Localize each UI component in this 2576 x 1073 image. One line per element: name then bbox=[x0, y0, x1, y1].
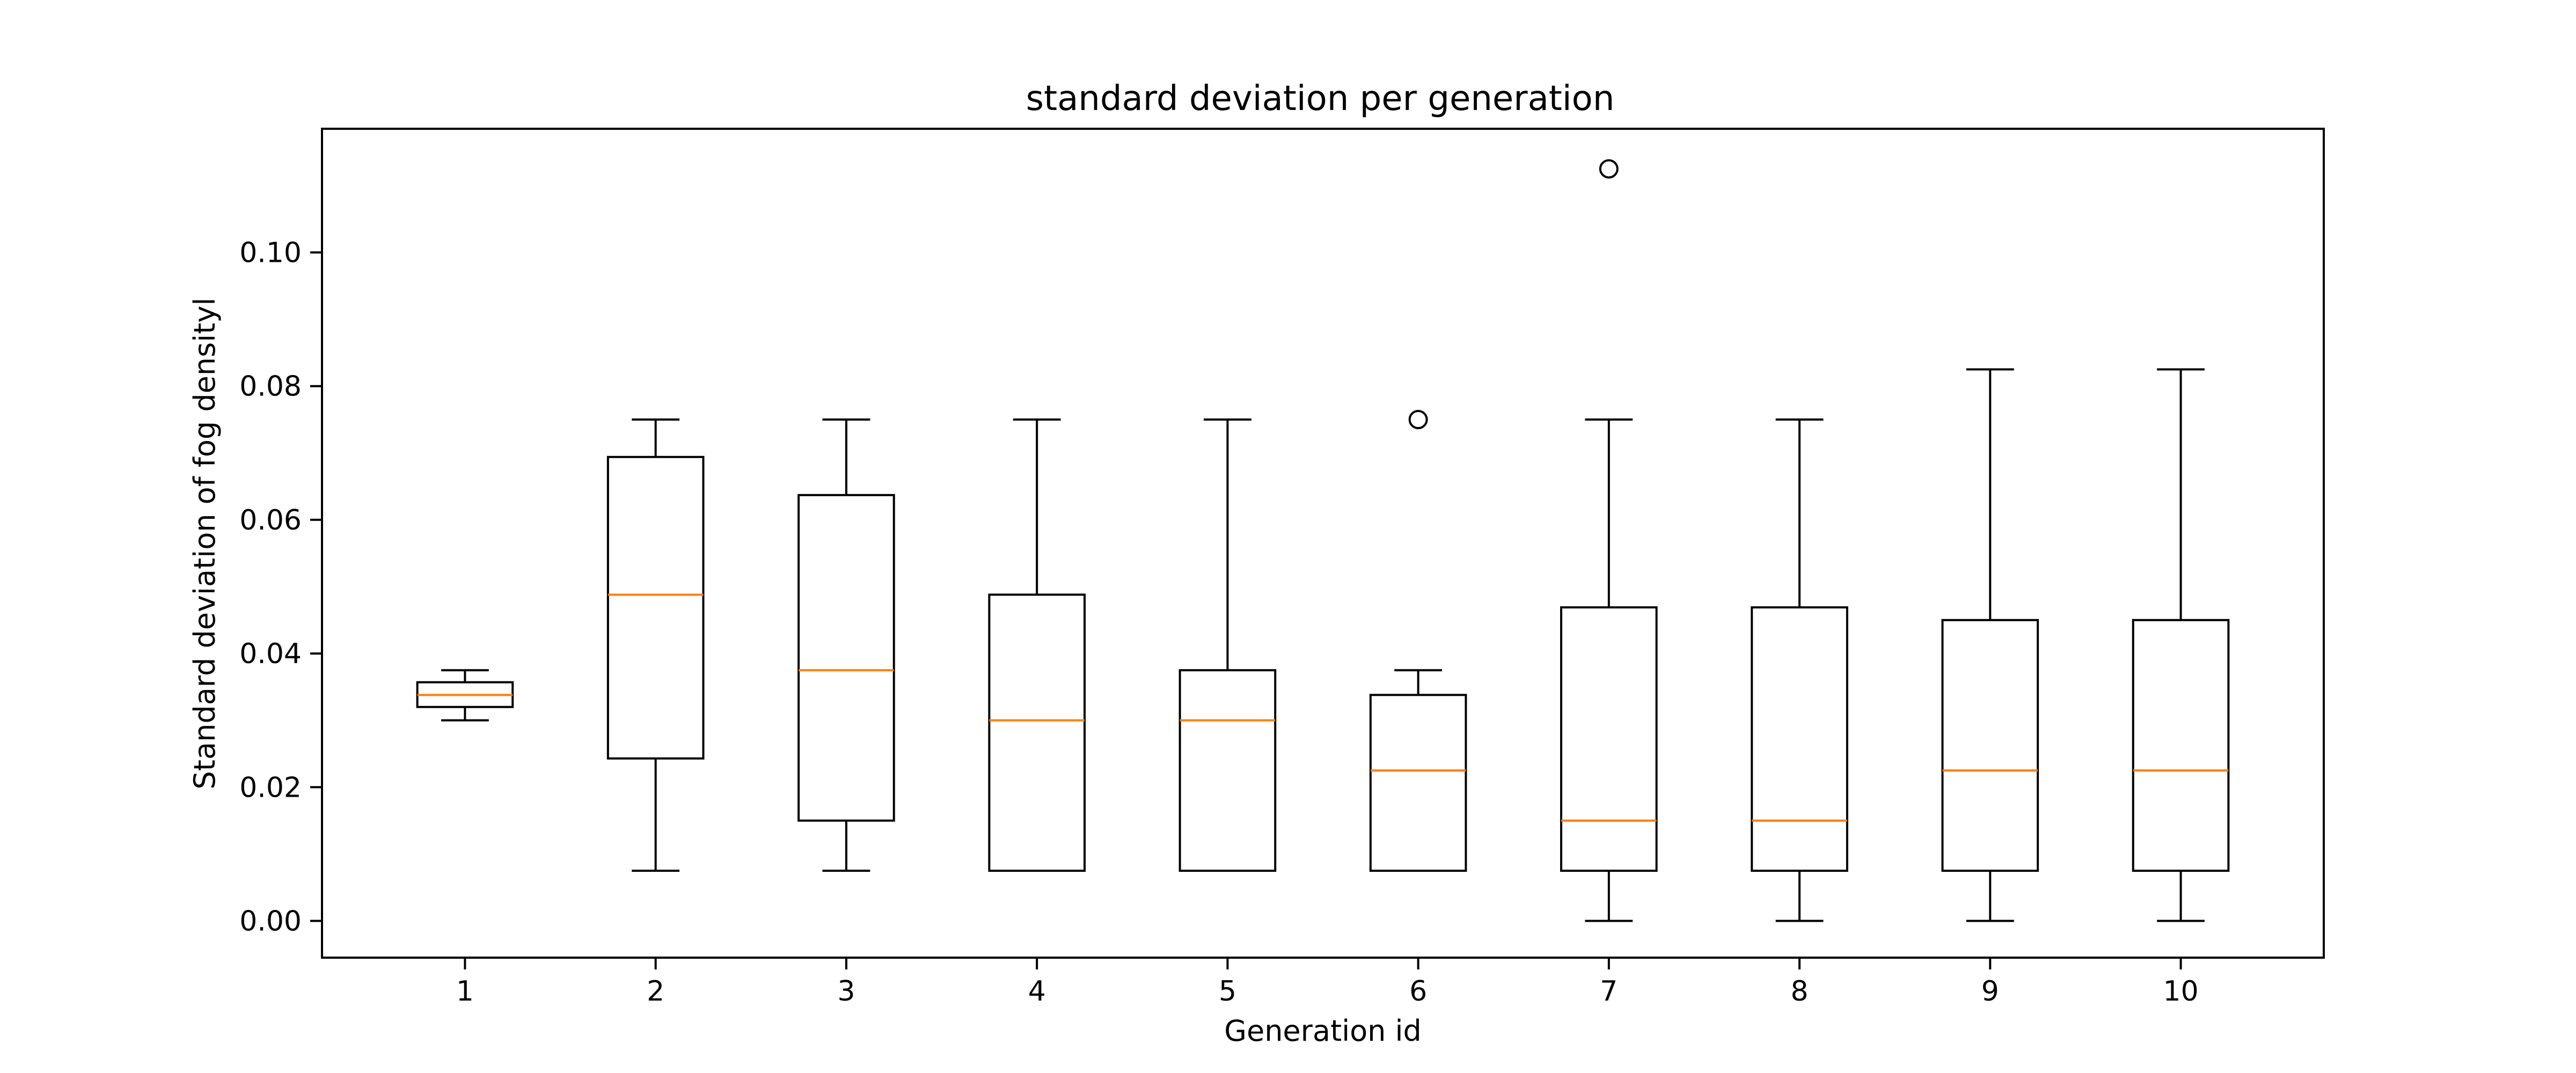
box-series bbox=[416, 159, 2230, 922]
y-axis-ticks: 0.00 0.02 0.04 0.06 0.08 0.10 bbox=[239, 237, 322, 937]
box-6 bbox=[1369, 409, 1467, 872]
iqr-box bbox=[606, 455, 705, 760]
box-3 bbox=[797, 418, 895, 872]
x-tick-label: 5 bbox=[1219, 975, 1236, 1008]
iqr-box bbox=[1751, 606, 1848, 872]
box-4 bbox=[988, 418, 1086, 872]
iqr-box bbox=[1941, 619, 2039, 872]
y-tick-label: 0.08 bbox=[239, 371, 302, 403]
iqr-box bbox=[797, 494, 895, 822]
iqr-box bbox=[2132, 619, 2230, 872]
plot-area-frame bbox=[321, 128, 2325, 959]
outlier-point bbox=[1599, 159, 1619, 179]
box-2 bbox=[606, 418, 705, 872]
y-axis-label: Standard deviation of fog densityl bbox=[188, 298, 222, 790]
y-tick-label: 0.04 bbox=[239, 638, 302, 670]
box-9 bbox=[1941, 368, 2039, 922]
chart-title: standard deviation per generation bbox=[1026, 79, 1615, 119]
iqr-box bbox=[1179, 669, 1277, 872]
box-1 bbox=[416, 669, 514, 722]
y-tick-label: 0.02 bbox=[239, 771, 302, 804]
x-tick-label: 4 bbox=[1028, 975, 1046, 1008]
x-axis-label: Generation id bbox=[1224, 1014, 1422, 1048]
iqr-box bbox=[988, 593, 1086, 872]
x-tick-label: 1 bbox=[456, 975, 474, 1008]
iqr-box bbox=[1560, 606, 1658, 872]
x-tick-label: 8 bbox=[1791, 975, 1809, 1008]
y-tick-label: 0.00 bbox=[239, 905, 302, 937]
x-tick-label: 2 bbox=[647, 975, 664, 1008]
box-8 bbox=[1751, 418, 1848, 922]
x-tick-label: 7 bbox=[1600, 975, 1618, 1008]
x-tick-label: 9 bbox=[1981, 975, 1999, 1008]
box-10 bbox=[2132, 368, 2230, 922]
outlier-point bbox=[1408, 409, 1428, 429]
box-7 bbox=[1560, 159, 1658, 922]
y-tick-label: 0.06 bbox=[239, 504, 302, 536]
iqr-box bbox=[1369, 694, 1467, 872]
x-tick-label: 3 bbox=[837, 975, 855, 1008]
y-tick-label: 0.10 bbox=[239, 237, 302, 269]
box-5 bbox=[1179, 418, 1277, 872]
x-axis-ticks: 1 2 3 4 5 6 7 8 9 10 bbox=[456, 958, 2199, 1008]
x-tick-label: 10 bbox=[2163, 975, 2198, 1008]
x-tick-label: 6 bbox=[1409, 975, 1427, 1008]
